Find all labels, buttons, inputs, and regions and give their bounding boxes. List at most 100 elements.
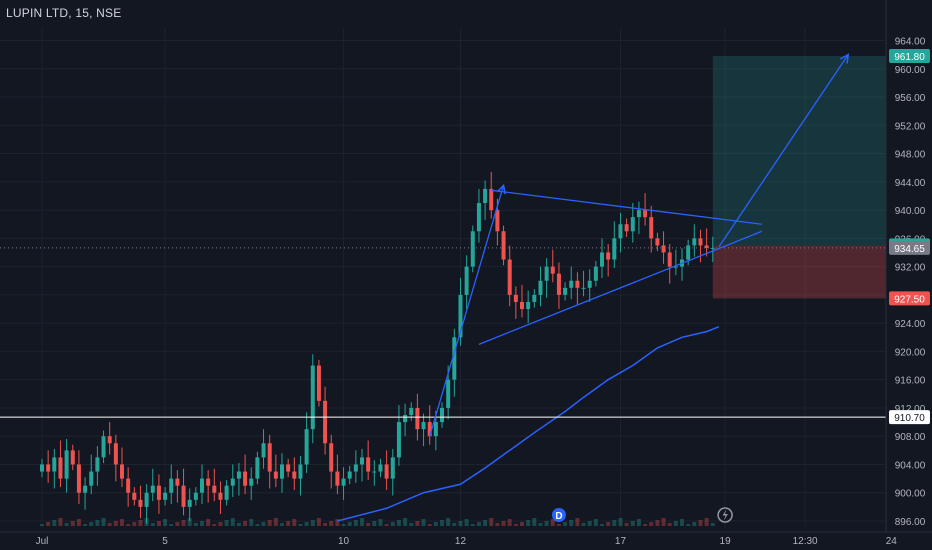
time-tick-label: Jul bbox=[36, 536, 49, 547]
candle-body bbox=[206, 478, 211, 486]
candle bbox=[236, 463, 241, 496]
candle bbox=[261, 429, 266, 469]
candle bbox=[101, 430, 106, 464]
volume-bar bbox=[218, 522, 223, 526]
candle bbox=[267, 434, 272, 489]
candle-body bbox=[446, 379, 451, 408]
candle bbox=[563, 282, 568, 301]
candle bbox=[58, 440, 63, 488]
volume-bar bbox=[273, 518, 278, 526]
candle bbox=[175, 470, 180, 503]
volume-bar bbox=[335, 519, 340, 526]
candle bbox=[458, 277, 463, 346]
volume-bar bbox=[520, 522, 525, 526]
price-tick-label: 896.00 bbox=[895, 517, 926, 528]
candle bbox=[581, 270, 586, 297]
price-label-text: 927.50 bbox=[894, 294, 925, 305]
candle-body bbox=[661, 245, 666, 253]
volume-bar bbox=[600, 524, 605, 526]
candle bbox=[224, 480, 229, 506]
candle-body bbox=[218, 492, 223, 500]
candle bbox=[409, 402, 414, 421]
candle-body bbox=[464, 266, 469, 295]
volume-bar bbox=[169, 524, 174, 526]
candle bbox=[372, 460, 377, 486]
candle bbox=[193, 487, 198, 506]
candle bbox=[464, 255, 469, 310]
candle bbox=[40, 458, 44, 478]
volume-bar bbox=[440, 520, 445, 526]
time-tick-label: 19 bbox=[720, 536, 732, 547]
candle bbox=[89, 454, 94, 495]
volume-bar bbox=[704, 518, 709, 526]
candle-body bbox=[550, 266, 555, 274]
volume-bar bbox=[403, 518, 408, 526]
candle-body bbox=[298, 464, 303, 479]
candle-body bbox=[396, 422, 401, 458]
candle bbox=[630, 203, 635, 243]
volume-bar bbox=[187, 518, 192, 526]
candle bbox=[107, 422, 112, 455]
candle bbox=[353, 450, 358, 483]
candle-body bbox=[353, 464, 358, 472]
volume-bar bbox=[101, 518, 106, 526]
volume-bar bbox=[132, 522, 137, 526]
candle-body bbox=[132, 492, 137, 500]
candle bbox=[470, 225, 475, 273]
volume-bar bbox=[52, 520, 57, 526]
candle-body bbox=[150, 485, 155, 493]
volume-bar bbox=[433, 522, 438, 526]
candle-body bbox=[618, 224, 623, 239]
candle bbox=[169, 464, 174, 505]
candle-body bbox=[138, 499, 143, 507]
candle-body bbox=[476, 203, 481, 232]
volume-bar bbox=[193, 523, 198, 526]
candle bbox=[550, 249, 555, 283]
candle-body bbox=[323, 400, 328, 444]
candle bbox=[403, 403, 408, 437]
dividend-marker: D bbox=[551, 508, 566, 522]
candle bbox=[83, 477, 88, 510]
volume-bar bbox=[341, 524, 346, 526]
candle bbox=[513, 286, 518, 319]
candle bbox=[126, 467, 131, 507]
volume-bar bbox=[40, 524, 44, 526]
candle-body bbox=[520, 301, 525, 310]
volume-bar bbox=[353, 520, 358, 526]
candle bbox=[556, 262, 561, 310]
candle-body bbox=[452, 337, 457, 380]
candle-body bbox=[556, 273, 561, 295]
candle bbox=[95, 446, 100, 486]
candle-body bbox=[483, 188, 488, 204]
volume-bar bbox=[280, 523, 285, 526]
volume-bar bbox=[64, 523, 69, 526]
candle bbox=[526, 290, 531, 324]
volume-bar bbox=[532, 518, 537, 526]
candle-body bbox=[120, 464, 125, 479]
candle-body bbox=[538, 280, 543, 295]
candle-body bbox=[360, 457, 365, 465]
volume-bar bbox=[495, 523, 500, 526]
candle bbox=[704, 228, 709, 257]
chart-title: LUPIN LTD, 15, NSE bbox=[6, 6, 122, 20]
candle bbox=[692, 224, 697, 257]
candle-body bbox=[58, 457, 63, 479]
volume-bar bbox=[458, 521, 463, 526]
price-label-box bbox=[889, 240, 930, 255]
candle-body bbox=[606, 252, 611, 260]
price-label-box bbox=[889, 410, 930, 425]
volume-bar bbox=[323, 523, 328, 526]
volume-bar bbox=[661, 518, 666, 526]
volume-bar bbox=[46, 522, 51, 526]
price-tick-label: 932.00 bbox=[895, 263, 926, 274]
volume-bar bbox=[230, 518, 235, 526]
volume-bar bbox=[120, 519, 125, 526]
price-label-box bbox=[889, 291, 930, 306]
candle bbox=[575, 272, 580, 305]
candle-body bbox=[329, 443, 334, 472]
price-label-last: 934.65 bbox=[889, 240, 930, 255]
candle-body bbox=[624, 224, 629, 232]
candle-body bbox=[126, 478, 131, 493]
price-tick-label: 912.00 bbox=[895, 404, 926, 415]
